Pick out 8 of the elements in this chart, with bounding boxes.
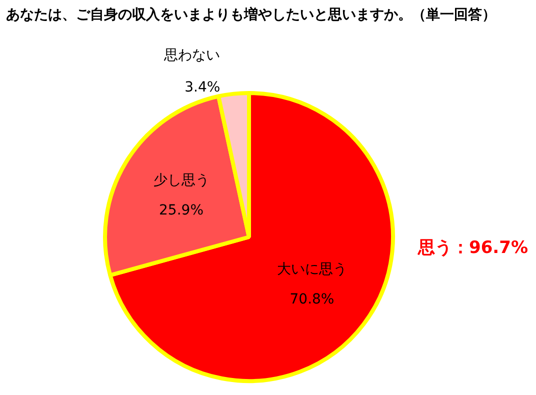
- slice-label: 少し思う: [153, 172, 210, 189]
- data-label: 25.9%: [159, 202, 204, 219]
- data-label: 3.4%: [184, 80, 220, 96]
- chart-title: あなたは、ご自身の収入をいまよりも増やしたいと思いますか。（単一回答）: [6, 6, 496, 24]
- slice-label: 大いに思う: [276, 262, 347, 278]
- text: 思う：96.7%: [418, 237, 528, 259]
- data-label: 70.8%: [290, 292, 334, 308]
- slice-label: 思わない: [163, 48, 220, 64]
